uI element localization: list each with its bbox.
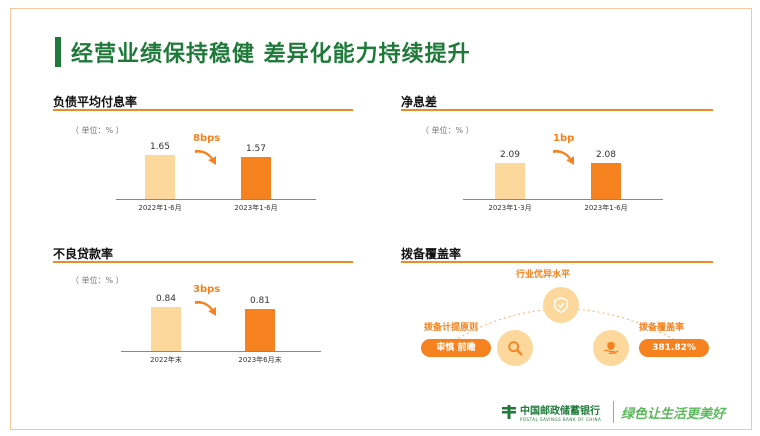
slogan: 绿色让生活更美好	[621, 407, 726, 422]
delta-label: 1bp	[553, 133, 575, 144]
bar-value-label: 0.81	[249, 295, 271, 306]
bar-value-label: 0.84	[155, 294, 177, 304]
chart-axis	[116, 199, 316, 200]
unit-label: （ 单位：% ）	[71, 276, 124, 285]
section-title-npl: 不良贷款率	[53, 247, 114, 261]
unit-label: （ 单位：% ）	[71, 126, 124, 135]
bar-value-label: 2.09	[499, 150, 521, 160]
section-underline	[53, 109, 353, 111]
bar	[241, 157, 271, 199]
section-underline	[401, 109, 713, 111]
shield-icon	[543, 287, 579, 323]
section-title-nim: 净息差	[401, 95, 438, 109]
footer-divider	[613, 401, 614, 423]
x-tick-label: 2023年1-6月	[234, 204, 278, 212]
x-tick-label: 2023年1-3月	[488, 204, 532, 212]
delta-label: 8bps	[193, 133, 221, 144]
curved-arrow-icon	[195, 300, 216, 316]
title-accent-bar	[55, 37, 61, 67]
x-tick-label: 2023年6月末	[238, 356, 282, 364]
curved-arrow-icon	[195, 149, 216, 165]
bar-value-label: 1.65	[149, 142, 171, 152]
bank-name: 中国邮政储蓄银行	[520, 406, 600, 417]
bank-logo: 中国邮政储蓄银行 POSTAL SAVINGS BANK OF CHINA	[501, 402, 601, 422]
coverage-top-label: 行业优异水平	[516, 270, 571, 280]
bar-value-label: 1.57	[245, 144, 267, 155]
bar	[245, 308, 275, 351]
bar	[145, 155, 175, 199]
coverage-left-label: 拨备计提原则	[424, 323, 479, 333]
bar	[495, 163, 525, 199]
bank-name-en: POSTAL SAVINGS BANK OF CHINA	[520, 417, 602, 422]
coverage-right-label: 拨备覆盖率	[639, 323, 685, 333]
hand-shield-icon	[593, 330, 629, 366]
bar-value-label: 2.08	[595, 150, 617, 161]
magnifier-icon	[497, 330, 533, 366]
curved-arrow-icon	[553, 149, 574, 165]
unit-label: （ 单位：% ）	[421, 126, 474, 135]
coverage-right-pill: 381.82%	[639, 339, 709, 357]
section-underline	[53, 261, 353, 263]
coverage-left-pill: 审慎 前瞻	[421, 339, 491, 357]
chart-axis	[121, 351, 321, 352]
x-tick-label: 2022年末	[150, 356, 182, 364]
slide: 经营业绩保持稳健 差异化能力持续提升 负债平均付息率 （ 单位：% ） 8bps…	[10, 8, 752, 430]
delta-label: 3bps	[193, 284, 221, 295]
section-underline	[401, 261, 713, 263]
x-tick-label: 2022年1-6月	[138, 204, 182, 212]
bar	[151, 307, 181, 351]
x-tick-label: 2023年1-6月	[584, 204, 628, 212]
bar	[591, 163, 621, 199]
chart-axis	[463, 199, 663, 200]
page-title: 经营业绩保持稳健 差异化能力持续提升	[71, 42, 471, 67]
section-title-coverage: 拨备覆盖率	[401, 247, 462, 261]
section-title-deposit-cost: 负债平均付息率	[53, 95, 138, 109]
bank-logo-icon	[502, 405, 516, 419]
